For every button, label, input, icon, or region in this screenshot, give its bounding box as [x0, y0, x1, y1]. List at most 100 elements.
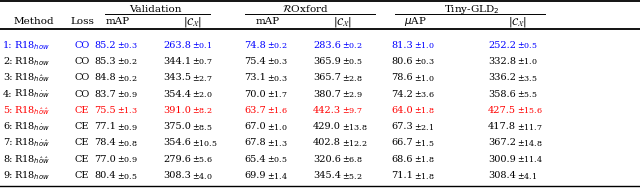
Text: CE: CE: [75, 171, 89, 180]
Text: 365.9: 365.9: [313, 57, 341, 66]
Text: 68.6: 68.6: [392, 155, 413, 164]
Text: $\pm$4.0: $\pm$4.0: [192, 171, 213, 180]
Text: 64.0: 64.0: [392, 106, 413, 115]
Text: $\pm$0.5: $\pm$0.5: [342, 56, 363, 66]
Text: $\pm$1.8: $\pm$1.8: [414, 154, 435, 164]
Text: 6:: 6:: [3, 122, 12, 131]
Text: $\pm$2.1: $\pm$2.1: [414, 122, 435, 132]
Text: 80.6: 80.6: [392, 57, 413, 66]
Text: 345.4: 345.4: [313, 171, 341, 180]
Text: 77.1: 77.1: [94, 122, 116, 131]
Text: 67.8: 67.8: [244, 138, 266, 147]
Text: 80.4: 80.4: [94, 171, 116, 180]
Text: $\pm$13.8: $\pm$13.8: [342, 122, 367, 132]
Text: $\pm$14.8: $\pm$14.8: [517, 138, 543, 148]
Text: $\pm$1.7: $\pm$1.7: [267, 89, 288, 99]
Text: R18$_{how}$: R18$_{how}$: [14, 39, 50, 52]
Text: $\pm$11.4: $\pm$11.4: [517, 154, 543, 164]
Text: 85.2: 85.2: [94, 41, 116, 50]
Text: 66.7: 66.7: [392, 138, 413, 147]
Text: $\pm$11.7: $\pm$11.7: [517, 122, 543, 132]
Text: $\pm$1.0: $\pm$1.0: [414, 40, 435, 50]
Text: 78.4: 78.4: [94, 138, 116, 147]
Text: 308.4: 308.4: [488, 171, 516, 180]
Text: 300.9: 300.9: [488, 155, 516, 164]
Text: 63.7: 63.7: [244, 106, 266, 115]
Text: 354.4: 354.4: [163, 89, 191, 99]
Text: $|\mathcal{C}_\mathcal{X}|$: $|\mathcal{C}_\mathcal{X}|$: [333, 15, 353, 29]
Text: $\pm$5.5: $\pm$5.5: [517, 89, 538, 99]
Text: 358.6: 358.6: [488, 89, 516, 99]
Text: 365.7: 365.7: [313, 73, 341, 82]
Text: 7:: 7:: [3, 138, 13, 147]
Text: $\mu$AP: $\mu$AP: [404, 15, 426, 29]
Text: $\pm$8.5: $\pm$8.5: [192, 122, 212, 132]
Text: CO: CO: [74, 73, 90, 82]
Text: 9:: 9:: [3, 171, 12, 180]
Text: 263.8: 263.8: [163, 41, 191, 50]
Text: 69.9: 69.9: [244, 171, 266, 180]
Text: $\pm$1.0: $\pm$1.0: [517, 56, 538, 66]
Text: CE: CE: [75, 106, 89, 115]
Text: $\pm$1.8: $\pm$1.8: [414, 171, 435, 180]
Text: 77.0: 77.0: [94, 155, 116, 164]
Text: $\pm$0.9: $\pm$0.9: [117, 154, 138, 164]
Text: 81.3: 81.3: [391, 41, 413, 50]
Text: R18$_{h\hat{o}\hat{w}}$: R18$_{h\hat{o}\hat{w}}$: [14, 153, 50, 166]
Text: $\pm$1.0: $\pm$1.0: [414, 73, 435, 83]
Text: $\pm$1.3: $\pm$1.3: [267, 138, 288, 148]
Text: $\pm$0.3: $\pm$0.3: [267, 56, 288, 66]
Text: R18$_{h\dot{o}\dot{w}}$: R18$_{h\dot{o}\dot{w}}$: [14, 88, 50, 100]
Text: $\pm$4.1: $\pm$4.1: [517, 171, 538, 180]
Text: 354.6: 354.6: [163, 138, 191, 147]
Text: CO: CO: [74, 57, 90, 66]
Text: $\pm$0.2: $\pm$0.2: [117, 56, 138, 66]
Text: 367.2: 367.2: [488, 138, 516, 147]
Text: Validation: Validation: [129, 5, 181, 14]
Text: 375.0: 375.0: [163, 122, 191, 131]
Text: $\pm$0.3: $\pm$0.3: [267, 73, 288, 83]
Text: 343.5: 343.5: [163, 73, 191, 82]
Text: 1:: 1:: [3, 41, 13, 50]
Text: Method: Method: [14, 17, 54, 27]
Text: mAP: mAP: [106, 17, 130, 27]
Text: $\pm$1.4: $\pm$1.4: [267, 171, 288, 180]
Text: 75.5: 75.5: [94, 106, 116, 115]
Text: $\pm$12.2: $\pm$12.2: [342, 138, 367, 148]
Text: 65.4: 65.4: [244, 155, 266, 164]
Text: 4:: 4:: [3, 89, 13, 99]
Text: CO: CO: [74, 41, 90, 50]
Text: $\pm$0.8: $\pm$0.8: [117, 138, 138, 148]
Text: 67.3: 67.3: [391, 122, 413, 131]
Text: R18$_{h\hat{o}w}$: R18$_{h\hat{o}w}$: [14, 71, 50, 84]
Text: 332.8: 332.8: [488, 57, 516, 66]
Text: 67.0: 67.0: [244, 122, 266, 131]
Text: $\pm$5.6: $\pm$5.6: [192, 154, 213, 164]
Text: $\pm$6.8: $\pm$6.8: [342, 154, 363, 164]
Text: $\pm$3.6: $\pm$3.6: [414, 89, 435, 99]
Text: 279.6: 279.6: [163, 155, 191, 164]
Text: $\pm$3.5: $\pm$3.5: [517, 73, 538, 83]
Text: 380.7: 380.7: [313, 89, 341, 99]
Text: 442.3: 442.3: [313, 106, 341, 115]
Text: $\pm$15.6: $\pm$15.6: [517, 105, 543, 115]
Text: $\pm$2.0: $\pm$2.0: [192, 89, 213, 99]
Text: $\pm$2.7: $\pm$2.7: [192, 73, 212, 83]
Text: 402.8: 402.8: [313, 138, 341, 147]
Text: $\pm$1.0: $\pm$1.0: [267, 122, 288, 132]
Text: CE: CE: [75, 122, 89, 131]
Text: 320.6: 320.6: [313, 155, 341, 164]
Text: $\pm$1.6: $\pm$1.6: [267, 105, 288, 115]
Text: 8:: 8:: [3, 155, 12, 164]
Text: $\pm$1.3: $\pm$1.3: [117, 105, 138, 115]
Text: mAP: mAP: [256, 17, 280, 27]
Text: $\pm$0.5: $\pm$0.5: [517, 40, 538, 50]
Text: $\pm$5.2: $\pm$5.2: [342, 171, 362, 180]
Text: 344.1: 344.1: [163, 57, 191, 66]
Text: 84.8: 84.8: [94, 73, 116, 82]
Text: 391.0: 391.0: [163, 106, 191, 115]
Text: R18$_{h\dot{o}\hat{w}}$: R18$_{h\dot{o}\hat{w}}$: [14, 136, 50, 149]
Text: 252.2: 252.2: [488, 41, 516, 50]
Text: 427.5: 427.5: [488, 106, 516, 115]
Text: 283.6: 283.6: [313, 41, 341, 50]
